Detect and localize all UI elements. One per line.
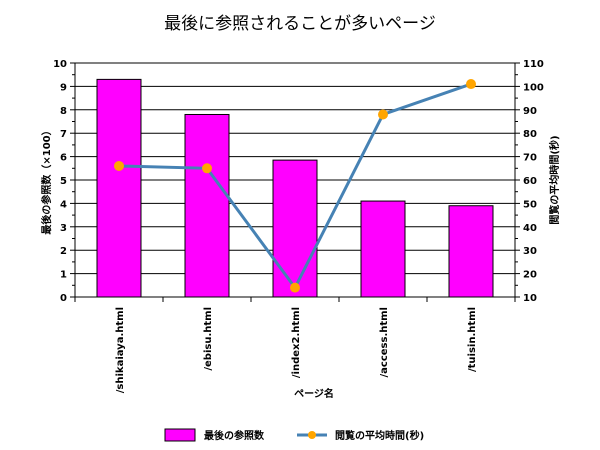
bar — [96, 78, 142, 298]
x-tick-label: /ebisu.html — [203, 307, 214, 371]
x-tick-label: /access.html — [379, 307, 390, 378]
bar — [360, 200, 406, 298]
chart-title: 最後に参照されることが多いページ — [164, 14, 436, 34]
bar-series — [96, 78, 494, 298]
y-tick-label: 4 — [60, 199, 67, 210]
y2-tick-label: 10 — [523, 293, 537, 304]
y-tick-label: 2 — [60, 246, 67, 257]
y-tick-label: 10 — [53, 59, 67, 70]
y2-tick-label: 50 — [523, 199, 537, 210]
y-tick-label: 8 — [60, 106, 67, 117]
line-point — [466, 79, 476, 90]
axes — [70, 62, 520, 302]
y-tick-label: 3 — [60, 223, 67, 234]
y-tick-label: 0 — [60, 293, 67, 304]
legend: 最後の参照数 閲覧の平均時間(秒) — [164, 428, 424, 442]
legend-line-marker — [308, 431, 316, 439]
y2-tick-label: 70 — [523, 153, 537, 164]
line-point — [290, 282, 300, 293]
y2-axis-title: 閲覧の平均時間(秒) — [548, 135, 561, 224]
y2-tick-label: 100 — [523, 82, 544, 93]
x-tick-label: /index2.html — [291, 307, 302, 378]
y-tick-label: 9 — [60, 82, 67, 93]
y-axis-title: 最後の参照数（×100） — [40, 125, 53, 234]
x-axis-title: ページ名 — [294, 387, 334, 400]
y-tick-label: 5 — [60, 176, 67, 187]
line-series — [114, 79, 476, 293]
y2-tick-label: 90 — [523, 106, 537, 117]
y2-tick-label: 60 — [523, 176, 537, 187]
y2-tick-label: 40 — [523, 223, 537, 234]
legend-line-label: 閲覧の平均時間(秒) — [335, 429, 424, 442]
y-tick-label: 6 — [60, 153, 67, 164]
y2-tick-label: 20 — [523, 270, 537, 281]
bar — [272, 159, 318, 298]
legend-bar-swatch — [164, 428, 196, 442]
y-tick-label: 7 — [60, 129, 67, 140]
y2-tick-label: 110 — [523, 59, 544, 70]
line-point — [378, 109, 388, 120]
x-tick-label: /shikaiaya.html — [115, 307, 126, 393]
bar — [448, 205, 494, 298]
x-tick-label: /tuisin.html — [467, 307, 478, 372]
y2-tick-label: 80 — [523, 129, 537, 140]
y2-tick-label: 30 — [523, 246, 537, 257]
tick-labels: 0 1 2 3 4 5 6 7 8 9 10 10 20 30 40 50 60 70 80 90 100 110/shi… — [53, 59, 544, 393]
bar — [184, 113, 230, 298]
line-point — [114, 160, 124, 171]
legend-bar-label: 最後の参照数 — [204, 429, 265, 442]
line-point — [202, 163, 212, 174]
y-tick-label: 1 — [60, 270, 67, 281]
